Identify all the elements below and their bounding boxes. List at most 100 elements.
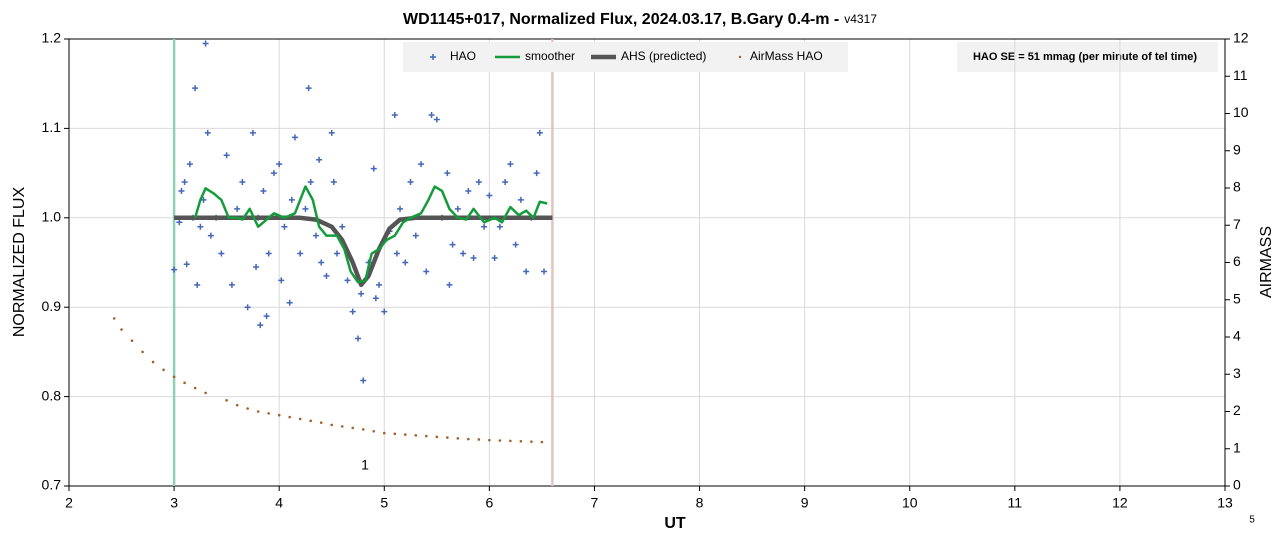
data-point [402,259,409,266]
data-point [278,277,285,284]
data-point [318,259,325,266]
data-point [218,250,225,257]
airmass-point [393,432,397,436]
data-point [381,308,388,315]
airmass-point [112,317,116,320]
data-point [302,205,309,212]
data-point [223,152,230,159]
airmass-point [141,350,144,354]
legend-label: smoother [525,49,575,63]
airmass-point [288,415,291,419]
chart-title: WD1145+017, Normalized Flux, 2024.03.17,… [403,11,877,28]
data-point [475,179,482,186]
data-point [533,170,540,177]
data-point [370,165,377,172]
airmass-point [193,386,197,390]
airmass-point [204,391,207,395]
data-point [194,281,201,288]
airmass-point [120,328,123,331]
data-point [446,281,453,288]
data-point [312,232,319,239]
y2-tick-label: 2 [1233,402,1241,418]
data-point [171,266,178,273]
data-point [470,255,477,262]
y2-tick-label: 6 [1233,253,1241,269]
x-tick-label: 12 [1112,495,1128,511]
airmass-point [183,381,186,385]
data-point [360,377,367,384]
airmass-point [256,410,260,413]
data-point [181,179,188,186]
airmass-point [435,435,439,439]
airmass-point [446,436,449,439]
data-point [418,161,425,168]
data-point [536,129,543,136]
y-tick-label: 0.7 [42,477,62,493]
data-point [202,40,209,47]
data-point [454,205,461,212]
y2-tick-label: 8 [1233,179,1241,195]
airmass-point [530,440,533,443]
title-version: v4317 [844,12,877,26]
legend-label: AHS (predicted) [621,49,706,63]
data-point [344,277,351,284]
data-point [339,223,346,230]
x-tick-label: 4 [275,495,283,511]
data-point [502,179,509,186]
series-line [174,215,553,288]
airmass-point [277,413,281,417]
data-point [444,170,451,177]
data-point [307,179,314,186]
data-point [507,161,514,168]
data-point [541,268,548,275]
data-point [178,187,185,194]
legend-symbol [430,54,436,60]
airmass-point [425,434,428,438]
data-point [192,85,199,92]
data-point [286,299,293,306]
data-point [486,192,493,199]
data-point [276,161,283,168]
airmass-point [351,426,355,430]
data-point [349,308,356,315]
x-tick-label: 9 [801,495,809,511]
y2-axis-label: AIRMASS [1258,226,1275,298]
airmass-point [330,423,334,427]
airmass-point [298,417,302,421]
plot-frame [68,38,1226,487]
y-tick-label: 1.0 [42,209,62,225]
airmass-point [414,434,418,437]
y2-tick-label: 12 [1233,30,1249,46]
data-point [397,205,404,212]
data-point [523,268,530,275]
data-point [465,187,472,194]
annotation: 1 [361,457,369,473]
airmass-point [403,433,407,436]
data-point [186,161,193,168]
data-point [260,187,267,194]
y2-tick-label: 5 [1233,290,1241,306]
airmass-point [509,439,512,443]
data-point [263,313,270,320]
data-point [330,179,337,186]
x-tick-label: 6 [485,495,493,511]
airmass-point [372,429,376,433]
data-point [391,111,398,118]
data-point [265,250,272,257]
data-point [176,219,183,226]
data-point [257,322,264,329]
airmass-point [477,438,481,441]
airmass-point [162,368,165,372]
data-point [249,129,256,136]
data-point [423,268,430,275]
data-point [376,281,383,288]
airmass-point [467,437,470,441]
airmass-point [267,412,270,415]
data-point [244,304,251,311]
airmass-point [151,360,155,364]
data-point [491,255,498,262]
legend-label: AirMass HAO [750,49,823,63]
airmass-point [498,439,502,442]
